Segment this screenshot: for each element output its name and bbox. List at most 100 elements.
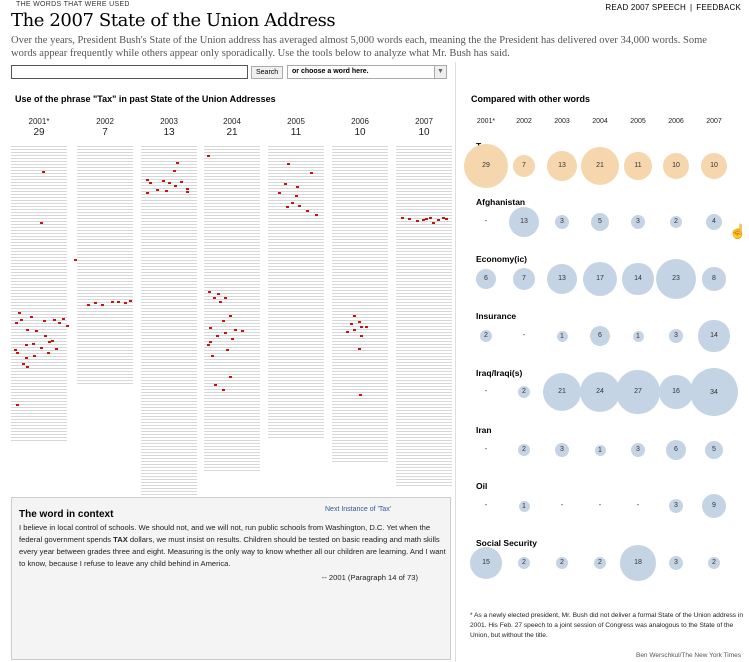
compare-bubble[interactable]: 29 bbox=[463, 143, 509, 189]
usage-instance-mark[interactable] bbox=[25, 344, 28, 346]
usage-instance-mark[interactable] bbox=[425, 218, 428, 220]
usage-instance-mark[interactable] bbox=[216, 335, 219, 337]
search-button[interactable]: Search bbox=[251, 66, 284, 79]
compare-bubble[interactable]: 1 bbox=[632, 330, 644, 342]
usage-instance-mark[interactable] bbox=[32, 343, 35, 345]
usage-instance-mark[interactable] bbox=[422, 219, 425, 221]
usage-instance-mark[interactable] bbox=[241, 330, 244, 332]
compare-word-label[interactable]: Economy(ic) bbox=[476, 254, 528, 264]
usage-instance-mark[interactable] bbox=[284, 183, 287, 185]
usage-instance-mark[interactable] bbox=[173, 170, 176, 172]
usage-instance-mark[interactable] bbox=[353, 329, 356, 331]
compare-bubble[interactable]: 3 bbox=[630, 214, 646, 230]
usage-instance-mark[interactable] bbox=[117, 301, 120, 303]
usage-instance-mark[interactable] bbox=[162, 180, 165, 182]
usage-instance-mark[interactable] bbox=[47, 352, 50, 354]
usage-instance-mark[interactable] bbox=[186, 188, 189, 190]
usage-instance-mark[interactable] bbox=[55, 348, 58, 350]
compare-bubble[interactable]: 14 bbox=[698, 320, 730, 352]
usage-instance-mark[interactable] bbox=[94, 302, 97, 304]
compare-bubble[interactable]: 17 bbox=[582, 261, 618, 297]
compare-bubble[interactable]: 3 bbox=[630, 442, 646, 458]
usage-instance-mark[interactable] bbox=[214, 384, 217, 386]
usage-instance-mark[interactable] bbox=[62, 318, 65, 320]
usage-instance-mark[interactable] bbox=[346, 331, 349, 333]
usage-instance-mark[interactable] bbox=[360, 326, 363, 328]
compare-bubble[interactable]: 3 bbox=[554, 214, 570, 230]
usage-instance-mark[interactable] bbox=[208, 291, 211, 293]
usage-instance-mark[interactable] bbox=[14, 349, 17, 351]
usage-instance-mark[interactable] bbox=[101, 304, 104, 306]
next-instance-link[interactable]: Next Instance of 'Tax' bbox=[325, 506, 392, 513]
search-input[interactable] bbox=[11, 65, 248, 79]
usage-instance-mark[interactable] bbox=[186, 191, 189, 193]
compare-bubble[interactable]: 5 bbox=[704, 440, 724, 460]
compare-bubble[interactable]: 21 bbox=[580, 146, 619, 185]
usage-instance-mark[interactable] bbox=[360, 335, 363, 337]
usage-paragraph-strip[interactable] bbox=[396, 144, 452, 489]
compare-bubble[interactable]: 2 bbox=[556, 557, 568, 569]
usage-instance-mark[interactable] bbox=[35, 330, 38, 332]
usage-instance-mark[interactable] bbox=[48, 341, 51, 343]
compare-bubble[interactable]: 7 bbox=[513, 268, 535, 290]
usage-instance-mark[interactable] bbox=[207, 344, 210, 346]
usage-instance-mark[interactable] bbox=[33, 355, 36, 357]
compare-bubble[interactable]: 2 bbox=[518, 386, 530, 398]
usage-column-2005[interactable]: 2005 11 bbox=[268, 117, 324, 440]
usage-instance-mark[interactable] bbox=[219, 301, 222, 303]
compare-bubble[interactable]: 11 bbox=[624, 152, 652, 180]
usage-instance-mark[interactable] bbox=[353, 315, 356, 317]
usage-instance-mark[interactable] bbox=[315, 214, 318, 216]
usage-instance-mark[interactable] bbox=[176, 162, 179, 164]
compare-bubble[interactable]: 6 bbox=[665, 439, 687, 461]
usage-instance-mark[interactable] bbox=[287, 163, 290, 165]
compare-bubble[interactable]: 1 bbox=[594, 444, 606, 456]
usage-paragraph-strip[interactable] bbox=[204, 144, 260, 472]
compare-bubble[interactable]: 18 bbox=[620, 545, 656, 581]
usage-instance-mark[interactable] bbox=[30, 316, 33, 318]
usage-instance-mark[interactable] bbox=[26, 329, 29, 331]
usage-instance-mark[interactable] bbox=[53, 319, 56, 321]
usage-instance-mark[interactable] bbox=[66, 325, 69, 327]
usage-instance-mark[interactable] bbox=[310, 172, 313, 174]
usage-paragraph-strip[interactable] bbox=[77, 144, 133, 386]
compare-word-label[interactable]: Insurance bbox=[476, 311, 517, 321]
compare-bubble[interactable]: 13 bbox=[547, 264, 577, 294]
usage-instance-mark[interactable] bbox=[44, 335, 47, 337]
feedback-link[interactable]: FEEDBACK bbox=[696, 3, 741, 12]
compare-bubble[interactable]: 2 bbox=[594, 557, 606, 569]
usage-column-2006[interactable]: 2006 10 bbox=[332, 117, 388, 464]
usage-instance-mark[interactable] bbox=[16, 404, 19, 406]
compare-bubble[interactable]: 6 bbox=[475, 268, 497, 290]
usage-instance-mark[interactable] bbox=[207, 155, 210, 157]
usage-instance-mark[interactable] bbox=[16, 352, 19, 354]
compare-bubble[interactable]: 27 bbox=[616, 370, 660, 414]
usage-instance-mark[interactable] bbox=[234, 329, 237, 331]
usage-column-2004[interactable]: 2004 21 bbox=[204, 117, 260, 472]
usage-instance-mark[interactable] bbox=[229, 376, 232, 378]
usage-instance-mark[interactable] bbox=[15, 322, 18, 324]
compare-bubble[interactable]: 10 bbox=[700, 152, 728, 180]
usage-instance-mark[interactable] bbox=[306, 210, 309, 212]
usage-instance-mark[interactable] bbox=[278, 192, 281, 194]
usage-paragraph-strip[interactable] bbox=[332, 144, 388, 464]
usage-instance-mark[interactable] bbox=[224, 332, 227, 334]
compare-bubble[interactable]: 15 bbox=[469, 546, 503, 580]
usage-instance-mark[interactable] bbox=[429, 217, 432, 219]
compare-word-label[interactable]: Afghanistan bbox=[476, 197, 526, 207]
usage-instance-mark[interactable] bbox=[295, 195, 298, 197]
usage-instance-mark[interactable] bbox=[149, 182, 152, 184]
compare-bubble[interactable]: 34 bbox=[690, 368, 738, 416]
usage-instance-mark[interactable] bbox=[51, 340, 54, 342]
usage-column-2007[interactable]: 2007 10 bbox=[396, 117, 452, 489]
usage-instance-mark[interactable] bbox=[42, 171, 45, 173]
word-select[interactable]: or choose a word here. ▼ bbox=[287, 65, 447, 79]
compare-word-label[interactable]: Oil bbox=[476, 481, 488, 491]
usage-instance-mark[interactable] bbox=[174, 185, 177, 187]
compare-bubble[interactable]: 13 bbox=[547, 151, 577, 181]
usage-instance-mark[interactable] bbox=[124, 302, 127, 304]
compare-bubble[interactable]: 1 bbox=[518, 500, 530, 512]
compare-bubble[interactable]: 3 bbox=[668, 498, 684, 514]
usage-paragraph-strip[interactable] bbox=[268, 144, 324, 440]
compare-bubble[interactable]: 14 bbox=[622, 263, 654, 295]
